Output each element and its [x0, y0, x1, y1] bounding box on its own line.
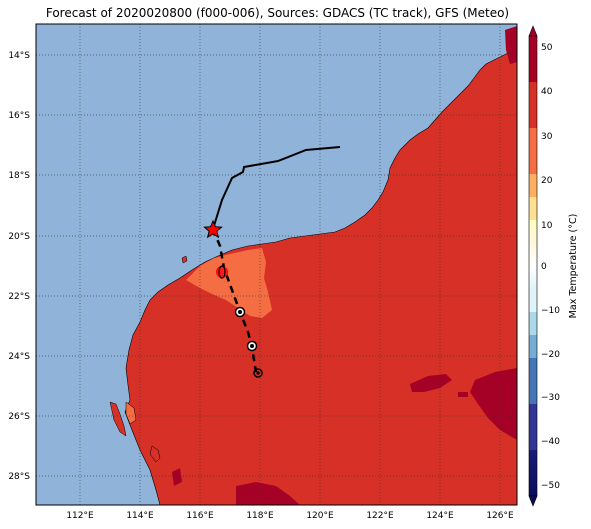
island-dirk — [149, 445, 161, 463]
zone-40-50-patch — [410, 374, 452, 392]
lat-label: 16°S — [8, 111, 30, 121]
lat-labels: 14°S 16°S 18°S 20°S 22°S 24°S 26°S 28°S — [8, 51, 30, 482]
track-point — [253, 368, 263, 378]
colorbar-tick: −40 — [541, 437, 560, 447]
colorbar-tick: −10 — [541, 306, 560, 316]
forecast-point-red — [216, 266, 228, 278]
lon-label: 116°E — [186, 511, 214, 521]
island-peninsula — [125, 401, 137, 425]
colorbar-tick: −50 — [541, 481, 560, 491]
forecast-cone — [218, 265, 226, 279]
colorbar-tick: 10 — [541, 221, 553, 231]
lon-label: 112°E — [66, 511, 94, 521]
zone-40-50-east — [470, 368, 517, 440]
lon-label: 126°E — [486, 511, 514, 521]
graticule — [36, 24, 517, 505]
lat-label: 28°S — [8, 472, 30, 482]
colorbar-tick: 0 — [541, 262, 547, 272]
lon-label: 118°E — [246, 511, 274, 521]
lat-label: 14°S — [8, 51, 30, 61]
colorbar-min-arrow — [528, 495, 538, 507]
colorbar-tick: −20 — [541, 350, 560, 360]
island-small — [181, 255, 188, 264]
island-shark-bay — [109, 401, 127, 437]
lat-label: 22°S — [8, 292, 30, 302]
colorbar-tick: 50 — [541, 43, 553, 53]
lat-label: 24°S — [8, 352, 30, 362]
colorbar-tick: 30 — [541, 132, 553, 142]
colorbar-ramp — [528, 35, 538, 497]
map-title: Forecast of 2020020800 (f000-006), Sourc… — [45, 6, 510, 20]
colorbar-tick: −30 — [541, 393, 560, 403]
track-point-dot — [238, 310, 242, 314]
track-past — [212, 146, 341, 230]
zone-40-50-sw — [172, 468, 182, 486]
lon-label: 120°E — [306, 511, 334, 521]
zone-40-50-small — [458, 392, 468, 397]
lon-label: 122°E — [366, 511, 394, 521]
lon-labels: 112°E 114°E 116°E 118°E 120°E 122°E 124°… — [66, 511, 514, 521]
forecast-points — [234, 306, 263, 378]
lon-label: 114°E — [126, 511, 154, 521]
red-star-icon — [203, 219, 223, 239]
lat-label: 26°S — [8, 412, 30, 422]
lon-label: 124°E — [426, 511, 454, 521]
colorbar: 50 40 30 20 10 0 −10 −20 −30 −40 −50 Max… — [528, 25, 579, 507]
track-point-dot — [256, 371, 260, 375]
zone-20-30 — [186, 248, 272, 318]
zone-40-50-south — [236, 482, 300, 505]
lat-label: 18°S — [8, 171, 30, 181]
colorbar-tick: 40 — [541, 87, 553, 97]
colorbar-max-arrow — [528, 25, 538, 37]
zone-40-50-ne — [505, 26, 517, 64]
lat-label: 20°S — [8, 232, 30, 242]
colorbar-label: Max Temperature (°C) — [568, 214, 579, 319]
map-frame — [35, 23, 518, 506]
colorbar-tick: 20 — [541, 176, 553, 186]
track-point-dot — [250, 344, 254, 348]
